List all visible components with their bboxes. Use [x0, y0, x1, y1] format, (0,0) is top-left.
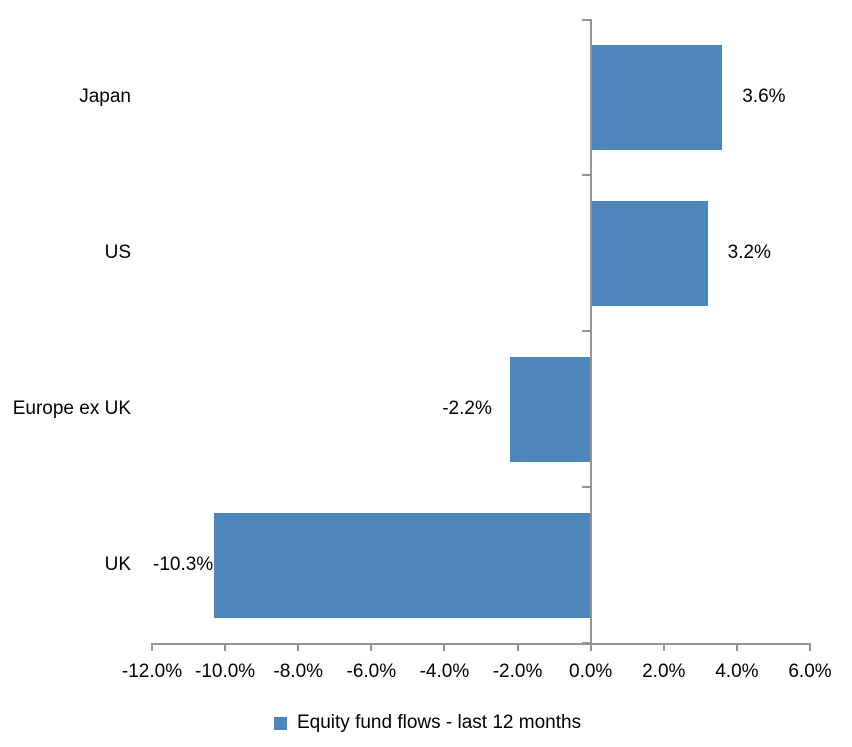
x-tick-label: -12.0%	[121, 661, 183, 682]
category-label: Japan	[79, 86, 131, 107]
legend-label: Equity fund flows - last 12 months	[297, 712, 582, 733]
x-axis-tick	[735, 643, 738, 651]
x-tick-label: -4.0%	[419, 661, 470, 682]
x-tick-label: -6.0%	[346, 661, 397, 682]
x-tick-label: 4.0%	[715, 661, 759, 682]
x-axis-line	[151, 643, 811, 645]
bar	[510, 356, 591, 462]
x-tick-label: 6.0%	[788, 661, 832, 682]
x-tick-label: -2.0%	[492, 661, 543, 682]
bar-value-label: -10.3%	[153, 554, 214, 575]
bar-value-label: 3.2%	[727, 242, 771, 263]
bar	[590, 200, 708, 306]
category-label: US	[104, 242, 131, 263]
x-axis-tick	[662, 643, 665, 651]
y-axis-tick	[581, 330, 590, 332]
bar	[590, 44, 723, 150]
legend: Equity fund flows - last 12 months	[274, 711, 581, 735]
x-axis-tick	[297, 643, 300, 651]
category-label: Europe ex UK	[12, 398, 131, 419]
bar-value-label: -2.2%	[442, 398, 492, 419]
x-tick-label: -8.0%	[273, 661, 324, 682]
x-axis-tick	[224, 643, 227, 651]
x-axis-tick	[809, 643, 811, 651]
bar	[214, 512, 591, 618]
x-axis-tick	[443, 643, 446, 651]
x-axis-tick	[516, 643, 519, 651]
x-axis-tick	[151, 643, 153, 651]
zero-axis-line	[589, 19, 592, 651]
y-axis-tick	[581, 19, 590, 21]
bar-value-label: 3.6%	[742, 86, 786, 107]
y-axis-tick	[581, 486, 590, 488]
x-axis-tick	[589, 643, 592, 651]
x-tick-label: 0.0%	[569, 661, 613, 682]
x-tick-label: 2.0%	[642, 661, 686, 682]
x-axis-tick	[370, 643, 373, 651]
y-axis-tick	[581, 174, 590, 176]
category-label: UK	[104, 554, 131, 575]
legend-color-swatch-icon	[274, 716, 287, 730]
x-tick-label: -10.0%	[195, 661, 256, 682]
